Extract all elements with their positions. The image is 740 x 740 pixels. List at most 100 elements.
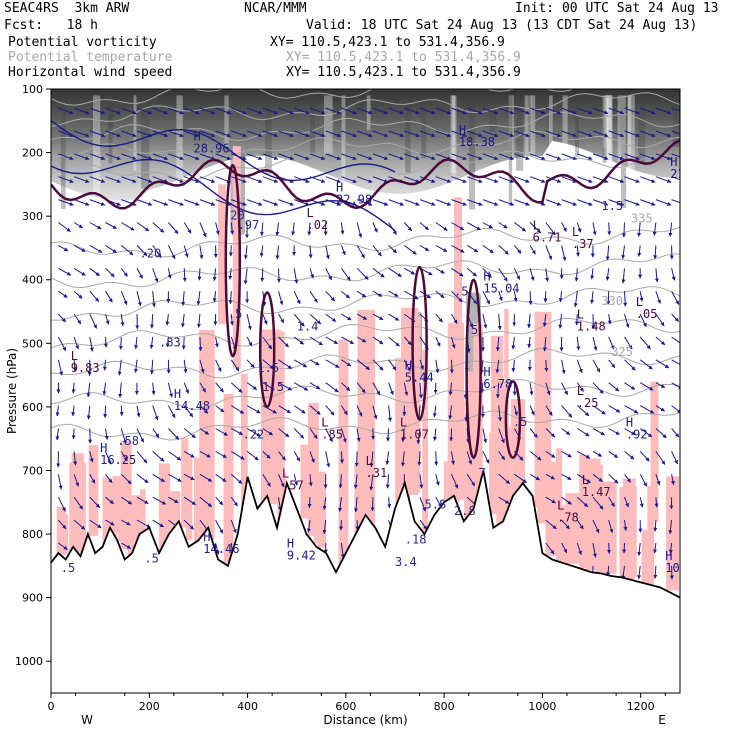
wind-arrow: [670, 474, 675, 486]
wind-arrow: [561, 542, 568, 554]
field-xy-theta: XY= 110.5,423.1 to 531.4,356.9: [286, 50, 521, 65]
wind-arrow: [168, 153, 184, 160]
wind-arrow: [89, 474, 96, 484]
wind-arrow: [577, 153, 593, 160]
pink-shaded-region: [641, 529, 648, 583]
wind-arrow: [451, 336, 456, 349]
wind-arrow: [197, 268, 202, 281]
wind-arrow: [529, 268, 535, 281]
x-tick-label: 600: [335, 700, 356, 713]
wind-arrow: [622, 542, 627, 554]
wind-arrow: [652, 222, 657, 236]
wind-arrow: [671, 359, 680, 366]
pink-shaded-region: [579, 454, 590, 569]
wind-speed-contour: [51, 120, 396, 182]
wind-arrow: [624, 336, 633, 350]
contour-value-label-value: .5: [454, 285, 468, 299]
wind-arrow: [418, 382, 423, 399]
wind-arrow: [73, 336, 80, 350]
wind-arrow: [340, 542, 345, 559]
wind-arrow: [498, 222, 508, 229]
wind-arrow: [545, 130, 562, 138]
wind-arrow: [293, 382, 309, 391]
wind-arrow: [482, 176, 499, 183]
wind-arrow: [55, 428, 60, 441]
wind-arrow: [514, 245, 522, 254]
wind-arrow: [511, 336, 516, 350]
wind-arrow: [136, 107, 153, 115]
wind-arrow: [435, 222, 448, 231]
wind-arrow: [183, 405, 194, 418]
wind-arrow: [388, 130, 404, 138]
wind-arrow: [435, 199, 452, 206]
high-label-letter: H: [336, 180, 343, 194]
init-label: Init: 00 UTC Sat 24 Aug 13: [515, 1, 719, 16]
wind-arrow: [294, 130, 310, 138]
high-label-letter: H: [483, 270, 490, 284]
wind-arrow: [640, 199, 656, 206]
wind-arrow: [608, 359, 616, 369]
wind-arrow: [467, 176, 483, 183]
wind-arrow: [639, 291, 644, 302]
wind-arrow: [498, 451, 506, 461]
low-label-letter: L: [400, 416, 407, 430]
wind-arrow: [278, 153, 294, 160]
wind-arrow: [511, 359, 516, 373]
wind-arrow: [262, 336, 273, 350]
wind-arrow: [542, 314, 547, 327]
wind-arrow: [482, 313, 488, 329]
wind-arrow: [608, 382, 620, 392]
wind-arrow: [230, 359, 240, 372]
pink-shaded-region: [194, 457, 207, 544]
wind-arrow: [102, 382, 107, 396]
wind-arrow: [655, 474, 661, 486]
wind-arrow: [152, 107, 169, 115]
wind-arrow: [640, 130, 656, 138]
wind-arrow: [73, 290, 83, 299]
wind-arrow: [105, 451, 112, 465]
wind-arrow: [514, 222, 526, 232]
wind-arrow: [152, 130, 169, 138]
wind-arrow: [419, 153, 436, 160]
wind-arrow: [307, 222, 312, 236]
contour-value-label-value: .5: [61, 561, 75, 575]
wind-arrow: [482, 290, 491, 305]
wind-arrow: [246, 199, 263, 206]
wind-arrow: [228, 268, 233, 280]
terrain-surface: [51, 470, 680, 599]
wind-arrow: [309, 359, 320, 366]
wind-arrow: [58, 176, 74, 183]
wind-arrow: [55, 405, 60, 417]
wind-arrow: [637, 222, 642, 237]
wind-arrow: [136, 291, 142, 307]
low-label-letter: L: [533, 219, 540, 233]
wind-arrow: [640, 176, 656, 183]
wind-arrow: [215, 153, 232, 160]
wind-arrow: [624, 107, 640, 115]
wind-arrow: [73, 474, 80, 487]
wind-arrow: [387, 497, 392, 509]
wind-arrow: [215, 405, 225, 413]
wind-arrow: [168, 473, 182, 482]
wind-arrow: [498, 176, 515, 183]
wind-arrow: [89, 336, 94, 352]
wind-arrow: [419, 176, 436, 183]
wind-arrow: [168, 496, 179, 504]
wind-arrow: [419, 359, 424, 370]
wind-arrow: [495, 359, 500, 374]
wind-arrow: [120, 245, 134, 256]
model-label: SEAC4RS 3km ARW: [4, 1, 130, 16]
field-xy-pv: XY= 110.5,423.1 to 531.4,356.9: [270, 35, 505, 50]
wind-arrow: [369, 474, 374, 491]
wind-arrow: [561, 222, 567, 232]
pink-shaded-region: [181, 437, 189, 528]
wind-arrow: [278, 382, 293, 391]
wind-arrow: [356, 245, 365, 259]
pink-shaded-region: [88, 445, 99, 536]
x-axis-label: Distance (km): [323, 713, 407, 727]
wind-arrow: [545, 222, 556, 236]
wind-arrow: [435, 290, 445, 299]
wind-arrow: [621, 268, 626, 284]
pv-contour-tropopause: [51, 139, 680, 210]
y-tick-label: 700: [22, 464, 43, 477]
